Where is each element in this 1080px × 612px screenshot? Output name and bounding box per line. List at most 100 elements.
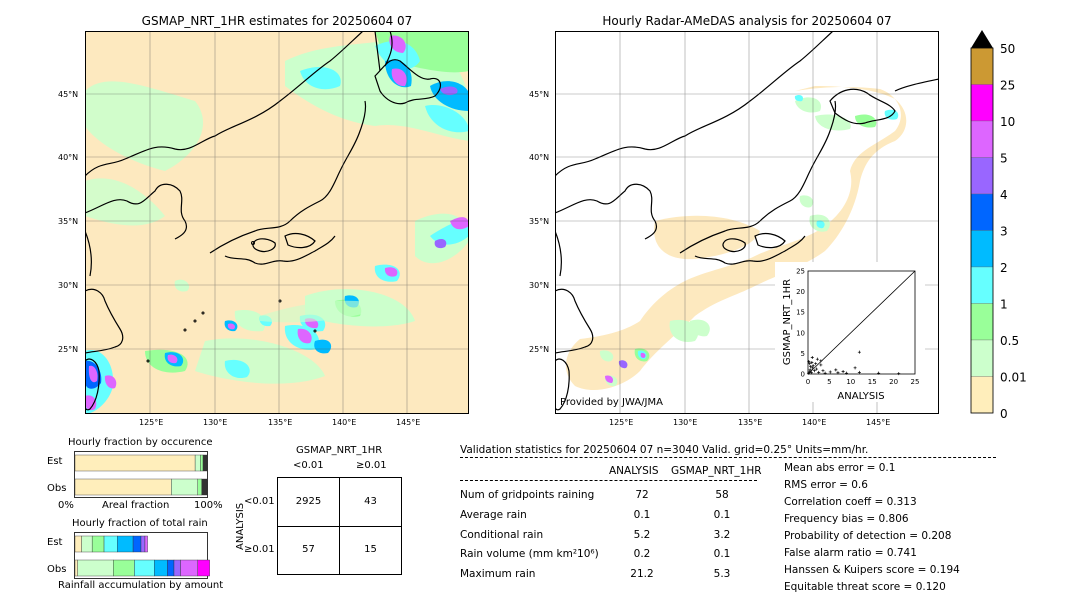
colorbar: 50 25 10 5 4 3 2 1 0.5 0.01 0: [970, 30, 1027, 420]
right-lat-label: 25°N: [529, 345, 550, 354]
provider-credit: Provided by JWA/JMA: [560, 397, 663, 408]
rainfrac-segment: [144, 535, 148, 553]
colorbar-label: 25: [1000, 79, 1015, 93]
stat-analysis: 0.1: [633, 509, 651, 521]
scatter-xtick: 15: [868, 378, 877, 386]
left-map-title: GSMAP_NRT_1HR estimates for 20250604 07: [141, 14, 413, 28]
scatter-xtick: 20: [889, 378, 898, 386]
scatter-point: [897, 372, 901, 376]
right-coastlines: [555, 31, 939, 411]
occurrence-x0: 0%: [58, 500, 74, 511]
right-lon-label: 145°E: [866, 418, 891, 427]
stat-gsmap: 5.3: [713, 568, 731, 580]
contingency-table: 2925 43 57 15: [277, 477, 402, 575]
rainfrac-segment: [153, 559, 168, 577]
colorbar-swatch: [970, 47, 994, 85]
colorbar-label: 4: [1000, 188, 1008, 202]
colorbar-swatch: [970, 376, 994, 414]
left-map: [85, 31, 469, 414]
rainfrac-segment: [167, 559, 175, 577]
rainfrac-obs-label: Obs: [47, 564, 67, 575]
scatter-point: [877, 371, 881, 375]
stat-label: Rain volume (mm km²10⁶): [460, 548, 599, 560]
scatter-point: [810, 366, 814, 370]
scatter-xtick: 10: [846, 378, 855, 386]
left-lat-label: 45°N: [58, 90, 79, 99]
stat-gsmap: 0.1: [713, 509, 731, 521]
scatter-point: [836, 371, 840, 375]
score-line: Correlation coeff = 0.313: [784, 496, 917, 508]
left-lat-label: 30°N: [58, 281, 79, 290]
right-map: [555, 31, 939, 414]
left-grid: [85, 31, 469, 414]
scatter-point: [857, 350, 861, 354]
scatter-point: [821, 369, 825, 373]
colorbar-swatch: [970, 230, 994, 268]
colorbar-label: 5: [1000, 152, 1008, 166]
colorbar-label: 0.5: [1000, 334, 1019, 348]
scatter-point: [814, 362, 818, 366]
score-line: Probability of detection = 0.208: [784, 530, 952, 542]
scatter-point: [810, 356, 814, 360]
stat-gsmap: 58: [715, 489, 729, 501]
right-map-title: Hourly Radar-AMeDAS analysis for 2025060…: [602, 14, 892, 28]
score-line: Frequency bias = 0.806: [784, 513, 909, 525]
rainfrac-segment: [91, 535, 105, 553]
stat-analysis: 21.2: [630, 568, 654, 580]
scatter-xtick: 0: [806, 378, 810, 386]
occurrence-x100: 100%: [194, 500, 223, 511]
stat-label: Conditional rain: [460, 529, 544, 541]
score-line: Equitable threat score = 0.120: [784, 581, 946, 593]
rainfrac-xlabel: Rainfall accumulation by amount: [58, 580, 224, 591]
scatter-ytick: 25: [796, 268, 805, 276]
colorbar-swatch: [970, 157, 994, 195]
scatter-ytick: 20: [796, 288, 805, 296]
contingency-cell: 15: [364, 544, 377, 555]
rainfrac-segment: [173, 559, 181, 577]
rainfrac-segment: [197, 559, 210, 577]
scatter-point: [815, 357, 819, 361]
rainfrac-segment: [74, 535, 82, 553]
contingency-row-axis: ANALYSIS: [235, 502, 246, 550]
scatter-point: [812, 369, 816, 373]
scatter-xtick: 25: [911, 378, 920, 386]
scatter-point: [808, 362, 812, 366]
colorbar-swatch: [970, 303, 994, 341]
scatter-ytick: 0: [801, 371, 805, 379]
left-lon-label: 145°E: [396, 418, 421, 427]
stat-label: Maximum rain: [460, 568, 536, 580]
contingency-col-lt: <0.01: [293, 460, 324, 471]
scatter-point: [823, 371, 827, 375]
rainfrac-est-label: Est: [47, 537, 63, 548]
validation-table-divider: [460, 480, 757, 481]
right-lon-label: 140°E: [802, 418, 827, 427]
scatter-point: [841, 370, 845, 374]
left-lon-label: 140°E: [332, 418, 357, 427]
colorbar-swatch: [970, 193, 994, 231]
scatter-point: [857, 370, 861, 374]
scatter-point: [815, 367, 819, 371]
scatter-point: [817, 370, 821, 374]
right-lon-label: 130°E: [673, 418, 698, 427]
stat-analysis: 0.2: [633, 548, 651, 560]
occurrence-est-label: Est: [47, 456, 63, 467]
rainfrac-segment: [81, 535, 93, 553]
occurrence-title: Hourly fraction by occurence: [68, 437, 213, 448]
contingency-row-lt: <0.01: [244, 496, 275, 507]
contingency-cell: 57: [302, 544, 315, 555]
scatter-ytick: 5: [801, 350, 805, 358]
rainfrac-bars: [74, 532, 210, 579]
scatter-point: [819, 363, 823, 367]
stat-gsmap: 0.1: [713, 548, 731, 560]
left-lat-label: 35°N: [58, 217, 79, 226]
colorbar-swatch: [970, 120, 994, 158]
occurrence-obs-label: Obs: [47, 483, 67, 494]
scatter-point: [810, 360, 814, 364]
score-line: Mean abs error = 0.1: [784, 462, 896, 474]
occurrence-segment: [194, 454, 201, 472]
scatter-point: [834, 368, 838, 372]
rainfrac-segment: [132, 535, 142, 553]
stat-analysis: 72: [635, 489, 649, 501]
colorbar-label: 3: [1000, 225, 1008, 239]
score-line: Hanssen & Kuipers score = 0.194: [784, 564, 960, 576]
